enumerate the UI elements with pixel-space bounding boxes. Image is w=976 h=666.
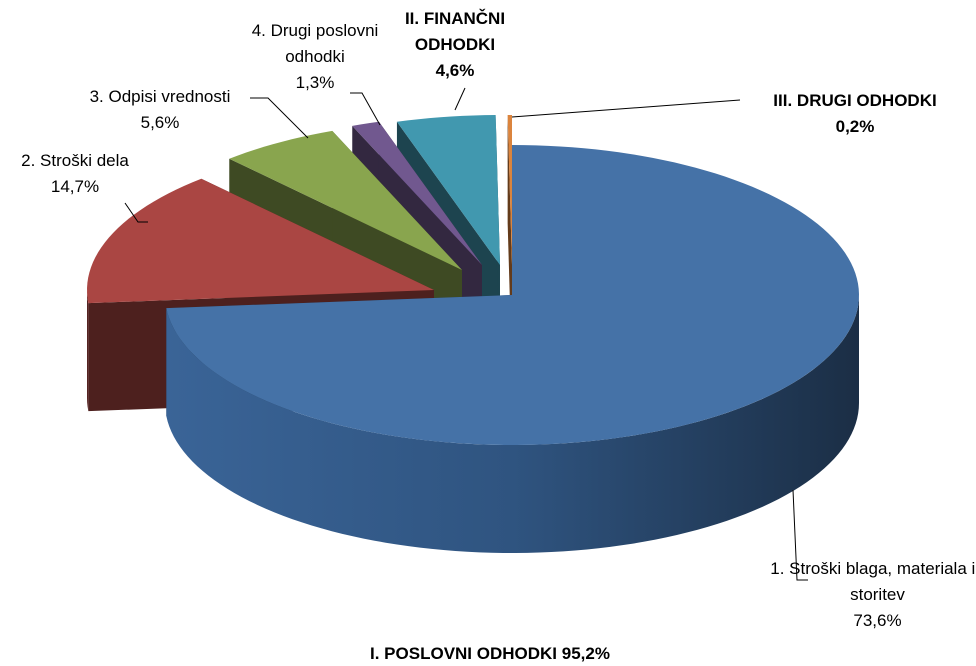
slice-wall [166,295,859,553]
category-name: II. FINANČNI ODHODKI [404,9,506,54]
value-label: 0,2% [835,117,875,136]
slice-label: III. DRUGI ODHODKI 0,2% [730,88,976,140]
slice-label: 1. Stroški blaga, materiala in storitev 7… [770,556,976,634]
slice-top [229,130,462,270]
value-label: 73,6% [853,611,902,630]
value-label: 14,7% [50,177,100,196]
slice-label: 3. Odpisi vrednosti 5,6% [70,84,250,136]
slice [166,145,859,553]
slice-top [166,145,859,445]
category-name: 2. Stroški dela [21,151,129,170]
leader-lines [124,87,808,581]
category-name: III. DRUGI ODHODKI [773,91,937,110]
value-label: 5,6% [140,113,180,132]
slice-top [87,178,434,304]
slice-label: 4. Drugi poslovni odhodki 1,3% [225,18,405,96]
slice-top [352,121,482,265]
category-name: 3. Odpisi vrednosti [89,87,231,106]
slice-label: II. FINANČNI ODHODKI 4,6% [385,6,525,84]
slice-top [507,115,512,265]
value-label: 1,3% [295,73,335,92]
category-name: 1. Stroški blaga, materiala in storitev [770,559,976,604]
slice-label: 2. Stroški dela 14,7% [0,148,150,200]
slice-wall [87,290,89,412]
category-name: 4. Drugi poslovni odhodki [251,21,379,66]
slice-top [396,115,500,265]
value-label: 4,6% [435,61,475,80]
total-annotation: I. POSLOVNI ODHODKI 95,2% [370,644,610,663]
